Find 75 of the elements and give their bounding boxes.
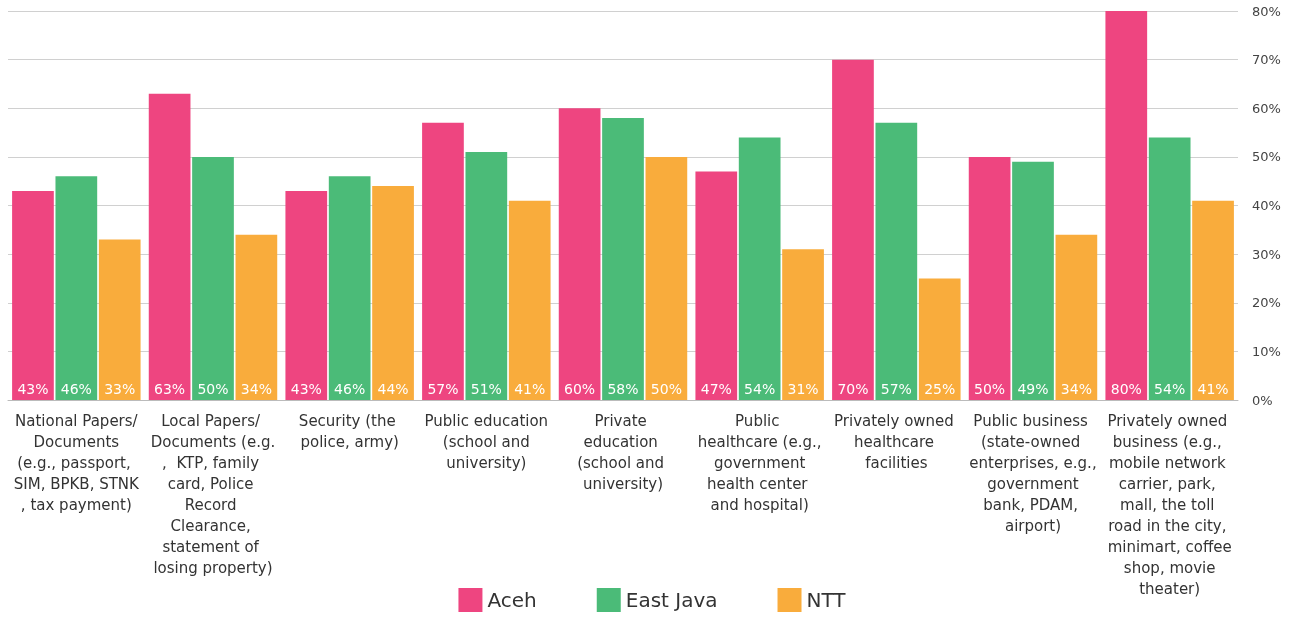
data-label: 60% [564, 381, 596, 397]
bar [55, 176, 98, 400]
bar [465, 152, 508, 400]
y-tick-label: 50% [1252, 149, 1281, 165]
bar [645, 156, 688, 400]
data-label: 46% [334, 381, 366, 397]
x-tick-label: Public education (school and university) [424, 411, 549, 472]
data-label: 50% [974, 381, 1006, 397]
data-label: 63% [154, 381, 186, 397]
legend-label: Aceh [487, 588, 537, 612]
x-tick-label: Private education (school and university) [577, 411, 669, 493]
x-tick-label: Public healthcare (e.g., government health center and hospital) [697, 411, 822, 514]
data-label: 58% [607, 381, 639, 397]
bar [192, 156, 234, 400]
x-tick-label: Public business (state-owned enterprises, e.g., government bank, PDAM, airport) [969, 411, 1097, 535]
bar [695, 171, 738, 400]
bar [98, 239, 141, 400]
data-label: 43% [290, 381, 322, 397]
data-label: 47% [700, 381, 732, 397]
bar [328, 176, 371, 400]
legend-label: East Java [625, 588, 718, 612]
data-label: 43% [17, 381, 49, 397]
data-label: 44% [377, 381, 409, 397]
bar [738, 137, 781, 400]
bar [508, 200, 551, 400]
bar [372, 186, 414, 400]
bar [1148, 137, 1191, 400]
y-tick-label: 40% [1252, 198, 1281, 213]
bar [875, 122, 918, 400]
bar [235, 234, 278, 400]
data-label: 70% [837, 381, 869, 397]
bar [1105, 11, 1148, 400]
bar [148, 93, 191, 400]
y-tick-label: 70% [1252, 52, 1281, 68]
category-label: Privately owned business (e.g., mobile network carrier, park, mall, the toll road in the city, minimart, coffee shop, movie theater) [1107, 411, 1232, 598]
bar [602, 117, 644, 400]
data-label: 41% [1197, 381, 1229, 397]
data-label: 49% [1017, 381, 1049, 397]
x-tick-label: Local Papers/ Documents (e.g., KTP, family card, Police Record Clearance, statement of losing property) [150, 411, 276, 577]
data-label: 80% [1110, 381, 1142, 397]
bar [1192, 200, 1234, 400]
data-label: 54% [1154, 381, 1186, 397]
x-tick-label: Privately owned healthcare facilities [834, 411, 959, 472]
data-label: 50% [650, 381, 682, 397]
data-label: 33% [104, 381, 136, 397]
bar [1012, 161, 1054, 400]
bar [832, 59, 874, 400]
y-tick-label: 20% [1252, 295, 1281, 311]
data-label: 46% [60, 381, 92, 397]
y-tick-label: 30% [1252, 246, 1281, 262]
data-label: 34% [240, 381, 272, 397]
y-tick-label: 60% [1252, 100, 1281, 116]
data-label: 25% [924, 381, 956, 397]
data-label: 51% [470, 381, 502, 397]
bar [782, 249, 824, 400]
bar [12, 190, 54, 400]
data-label: 41% [514, 381, 546, 397]
y-tick-label: 0% [1252, 392, 1273, 408]
x-tick-label: Security (the police, army) [298, 411, 401, 451]
y-tick-label: 10% [1252, 343, 1281, 359]
legend-label: NTT [806, 588, 847, 612]
data-label: 57% [880, 381, 912, 397]
bar [1055, 234, 1098, 400]
bar [285, 190, 328, 400]
x-tick-label: National Papers/ Documents (e.g., passport, SIM, BPKB, STNK, tax payment) [13, 411, 141, 514]
data-label: 57% [427, 381, 459, 397]
bar [918, 278, 961, 400]
bar [968, 156, 1011, 400]
bar [558, 108, 601, 400]
y-tick-label: 80% [1252, 3, 1281, 19]
bar [422, 122, 464, 400]
data-label: 34% [1060, 381, 1092, 397]
data-label: 54% [744, 381, 776, 397]
data-label: 31% [787, 381, 819, 397]
data-label: 50% [197, 381, 229, 397]
